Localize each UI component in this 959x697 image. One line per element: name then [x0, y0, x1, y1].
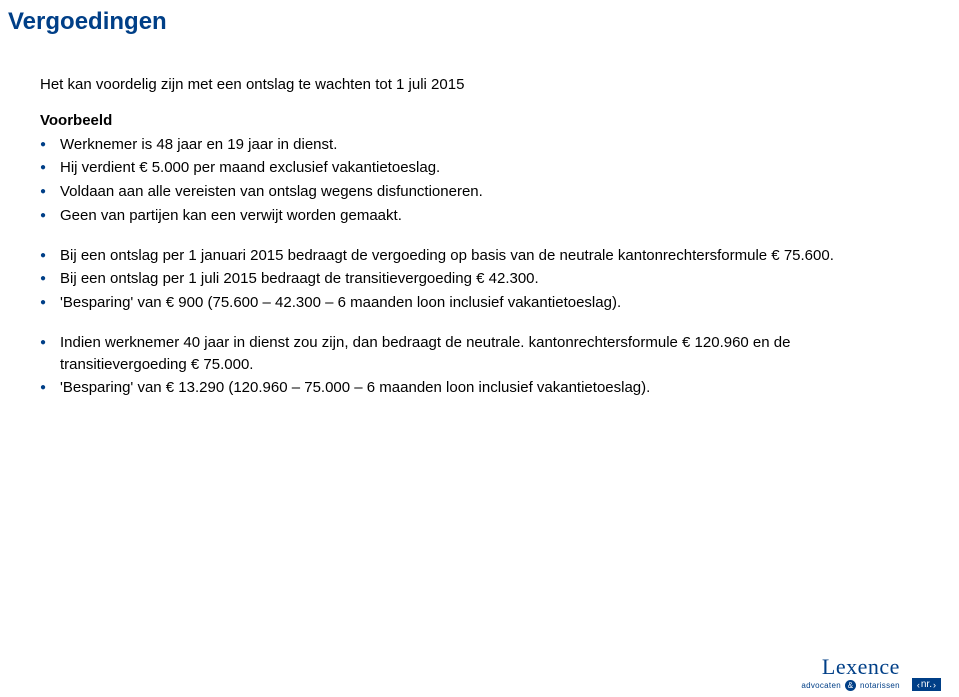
slide-page: Vergoedingen Het kan voordelig zijn met …	[0, 0, 959, 697]
logo-name: Lexence	[822, 656, 900, 678]
page-title: Vergoedingen	[0, 0, 959, 36]
intro-text: Het kan voordelig zijn met een ontslag t…	[40, 74, 899, 96]
list-item: Bij een ontslag per 1 juli 2015 bedraagt…	[40, 268, 899, 290]
list-item: Voldaan aan alle vereisten van ontslag w…	[40, 181, 899, 203]
content-area: Het kan voordelig zijn met een ontslag t…	[0, 74, 959, 399]
bullet-group-2: Bij een ontslag per 1 januari 2015 bedra…	[40, 245, 899, 314]
logo-subtitle: advocaten & notarissen	[801, 680, 900, 691]
footer: Lexence advocaten & notarissen ‹ nr. ›	[801, 656, 941, 691]
page-number-label: nr.	[921, 679, 932, 690]
angle-left-icon: ‹	[917, 680, 920, 690]
logo-sub-right: notarissen	[860, 681, 900, 690]
page-number-box: ‹ nr. ›	[912, 678, 941, 691]
list-item: Indien werknemer 40 jaar in dienst zou z…	[40, 332, 899, 376]
list-item: 'Besparing' van € 13.290 (120.960 – 75.0…	[40, 377, 899, 399]
bullet-group-3: Indien werknemer 40 jaar in dienst zou z…	[40, 332, 899, 399]
list-item: Hij verdient € 5.000 per maand exclusief…	[40, 157, 899, 179]
example-subhead: Voorbeeld	[40, 110, 899, 132]
angle-right-icon: ›	[933, 680, 936, 690]
logo: Lexence advocaten & notarissen	[801, 656, 900, 691]
logo-sub-left: advocaten	[801, 681, 841, 690]
list-item: Werknemer is 48 jaar en 19 jaar in diens…	[40, 134, 899, 156]
logo-ampersand-icon: &	[845, 680, 856, 691]
list-item: 'Besparing' van € 900 (75.600 – 42.300 –…	[40, 292, 899, 314]
bullet-group-1: Werknemer is 48 jaar en 19 jaar in diens…	[40, 134, 899, 227]
list-item: Geen van partijen kan een verwijt worden…	[40, 205, 899, 227]
list-item: Bij een ontslag per 1 januari 2015 bedra…	[40, 245, 899, 267]
